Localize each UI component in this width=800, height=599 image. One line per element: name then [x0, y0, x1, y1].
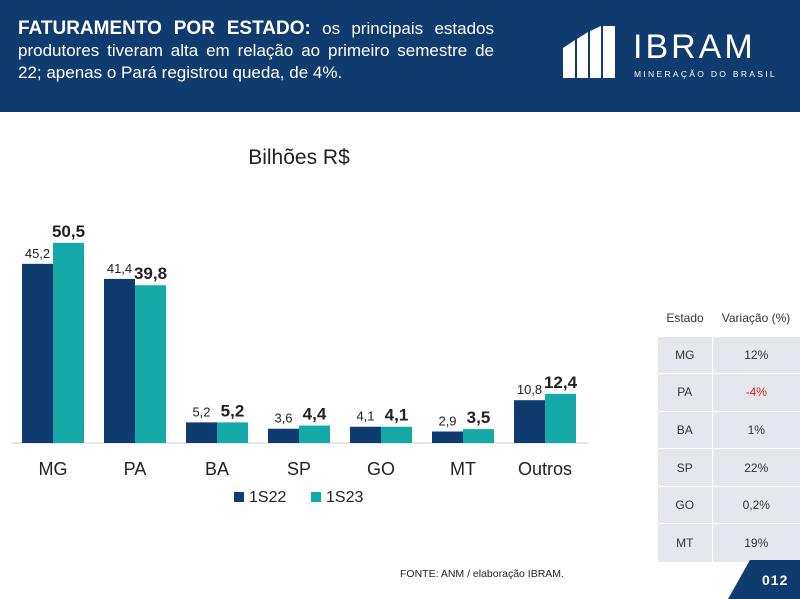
- bar-MG-1S23: [53, 242, 84, 443]
- source-note: FONTE: ANM / elaboração IBRAM.: [400, 568, 564, 580]
- category-label-MG: MG: [39, 459, 68, 479]
- data-label-GO-1S23: 4,1: [385, 406, 409, 425]
- cell-variacao: 19%: [712, 523, 800, 562]
- table-row: SP 22%: [658, 448, 800, 487]
- category-label-Outros: Outros: [518, 459, 572, 479]
- cell-estado: PA: [658, 373, 713, 412]
- category-label-BA: BA: [205, 459, 229, 479]
- bar-GO-1S23: [381, 426, 412, 443]
- header-estado: Estado: [658, 300, 712, 336]
- cell-variacao: 1%: [712, 410, 800, 449]
- data-label-BA-1S22: 5,2: [192, 404, 210, 419]
- header-banner: FATURAMENTO POR ESTADO: os principais es…: [0, 0, 800, 112]
- table-header-row: Estado Variação (%): [658, 300, 800, 336]
- cell-variacao: 0,2%: [712, 485, 800, 524]
- page-number: 012: [762, 572, 789, 588]
- page-badge: [728, 560, 800, 599]
- category-label-PA: PA: [124, 459, 147, 479]
- cell-estado: GO: [658, 485, 713, 524]
- chart-title: Bilhões R$: [248, 146, 350, 169]
- legend-label-1S22: 1S22: [249, 489, 286, 506]
- data-label-MT-1S22: 2,9: [438, 414, 456, 429]
- data-label-MT-1S23: 3,5: [467, 408, 491, 427]
- category-label-GO: GO: [367, 459, 395, 479]
- headline-bold: FATURAMENTO POR ESTADO:: [18, 18, 311, 39]
- table-row: PA -4%: [658, 373, 800, 412]
- bar-BA-1S22: [186, 422, 217, 443]
- legend-swatch-1S23: [311, 492, 321, 502]
- table-row: MG 12%: [658, 335, 800, 374]
- bar-MT-1S23: [463, 429, 494, 443]
- cell-variacao: 22%: [712, 448, 800, 487]
- bar-SP-1S23: [299, 425, 330, 443]
- bar-MT-1S22: [432, 431, 463, 443]
- table-row: MT 19%: [658, 523, 800, 562]
- bar-BA-1S23: [217, 422, 248, 443]
- cell-variacao: 12%: [712, 335, 800, 374]
- variation-table: Estado Variação (%) MG 12% PA -4% BA 1% SP 2…: [658, 300, 800, 562]
- ibram-logo-icon: [563, 26, 615, 78]
- cell-estado: BA: [658, 410, 713, 449]
- bar-chart: Bilhões R$ 45,250,5 MG 41,4 39,8 PA 5,2 5,2 BA 3…: [12, 146, 588, 506]
- legend-label-1S23: 1S23: [326, 489, 363, 506]
- cell-estado: MT: [658, 523, 713, 562]
- headline: FATURAMENTO POR ESTADO: os principais es…: [18, 18, 494, 84]
- data-label-BA-1S23: 5,2: [221, 401, 245, 420]
- logo-tagline: MINERAÇÃO DO BRASIL: [634, 69, 777, 79]
- data-label-SP-1S22: 3,6: [274, 411, 292, 426]
- cell-variacao-negative: -4%: [712, 373, 800, 412]
- bar-GO-1S22: [350, 426, 381, 443]
- data-label-MG-1S23: 50,5: [52, 222, 85, 241]
- bar-PA-1S23: [135, 285, 166, 443]
- data-label-PA-1S22: 41,4: [107, 261, 132, 276]
- legend-swatch-1S22: [234, 492, 244, 502]
- bar-Outros-1S22: [514, 400, 545, 443]
- bar-PA-1S22: [104, 278, 135, 443]
- category-label-SP: SP: [287, 459, 311, 479]
- category-label-MT: MT: [450, 459, 476, 479]
- bar-SP-1S22: [268, 428, 299, 443]
- header-variacao: Variação (%): [712, 300, 800, 336]
- table-row: BA 1%: [658, 410, 800, 449]
- logo-name: IBRAM: [633, 28, 756, 66]
- data-label-PA-1S23: 39,8: [134, 264, 167, 283]
- data-label-MG-1S22: 45,2: [25, 246, 50, 261]
- headline-text: os principais estados produtores tiveram…: [18, 19, 494, 82]
- data-label-SP-1S23: 4,4: [303, 405, 327, 424]
- bar-MG-1S22: [22, 263, 53, 443]
- data-label-GO-1S22: 4,1: [356, 409, 374, 424]
- data-label-Outros-1S22: 10,8: [517, 382, 542, 397]
- cell-estado: SP: [658, 448, 713, 487]
- cell-estado: MG: [658, 335, 713, 374]
- table-row: GO 0,2%: [658, 485, 800, 524]
- data-label-Outros-1S23: 12,4: [544, 373, 578, 392]
- bar-Outros-1S23: [545, 393, 576, 443]
